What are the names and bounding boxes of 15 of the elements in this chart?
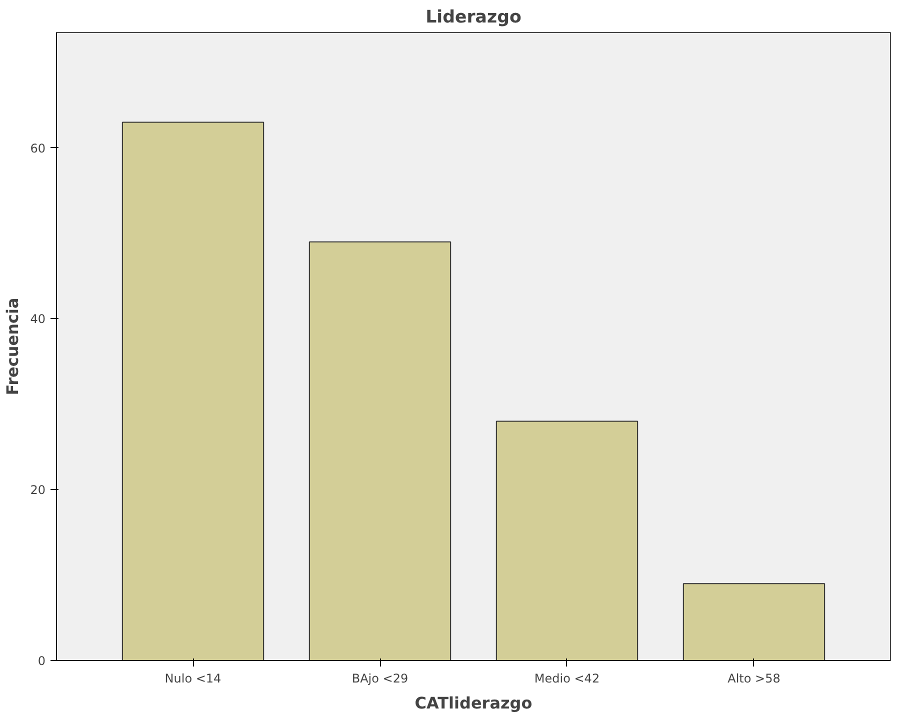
- y-tick-label: 60: [30, 141, 46, 156]
- x-tick-label: BAjo <29: [352, 672, 408, 686]
- y-tick-label: 40: [30, 312, 46, 326]
- y-tick-label: 20: [30, 483, 46, 498]
- x-tick-label: Medio <42: [534, 672, 600, 686]
- bar: [308, 241, 452, 660]
- x-axis-title: CATliderazgo: [414, 694, 532, 712]
- chart-title: Liderazgo: [426, 8, 522, 28]
- y-axis-title: Frecuencia: [3, 298, 22, 396]
- bar: [682, 583, 826, 660]
- x-tick-label: Nulo <14: [164, 672, 222, 686]
- y-tick-label: 0: [38, 654, 46, 668]
- x-tick-label: Alto >58: [728, 672, 780, 686]
- bar: [122, 122, 264, 660]
- bar: [496, 420, 638, 660]
